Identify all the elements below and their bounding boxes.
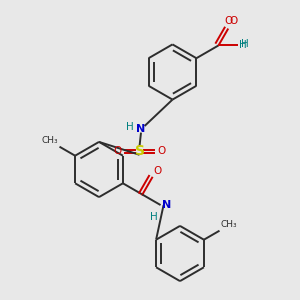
Text: CH₃: CH₃ bbox=[41, 136, 58, 145]
Text: H: H bbox=[239, 40, 247, 50]
Text: H: H bbox=[126, 122, 134, 132]
Text: O: O bbox=[158, 146, 166, 156]
Text: H: H bbox=[241, 39, 249, 49]
Text: S: S bbox=[134, 144, 145, 158]
Text: O: O bbox=[113, 146, 122, 156]
Text: N: N bbox=[162, 200, 171, 210]
Text: N: N bbox=[136, 124, 146, 134]
Text: CH₃: CH₃ bbox=[221, 220, 238, 229]
Text: O: O bbox=[154, 166, 162, 176]
Text: H: H bbox=[150, 212, 158, 222]
Text: O: O bbox=[224, 16, 232, 26]
Text: O: O bbox=[230, 16, 238, 26]
